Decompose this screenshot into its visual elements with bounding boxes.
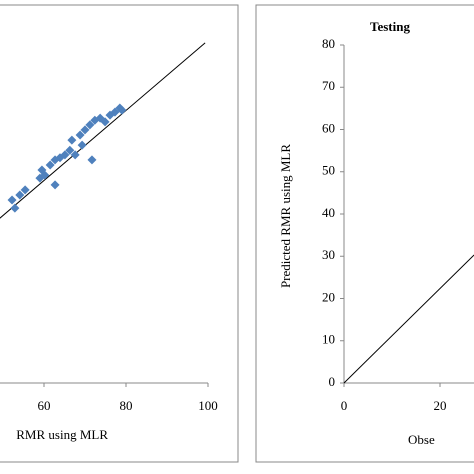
x-tick-label: 20 <box>434 398 447 413</box>
data-point <box>45 160 55 170</box>
line <box>343 254 474 384</box>
x-tick-label: 0 <box>341 398 348 413</box>
left-panel <box>0 4 239 463</box>
y-tick-label: 50 <box>322 163 335 178</box>
data-point <box>117 105 127 115</box>
data-point <box>20 185 30 195</box>
data-point <box>87 155 97 165</box>
y-tick-label: 30 <box>322 247 335 262</box>
y-tick-label: 20 <box>322 289 335 304</box>
chart-title: Testing <box>370 19 410 34</box>
data-point <box>60 150 70 160</box>
data-point <box>40 170 50 180</box>
data-point <box>50 180 60 190</box>
fit-line <box>0 42 206 219</box>
data-point <box>85 120 95 130</box>
data-point <box>7 195 17 205</box>
x-tick-label: 100 <box>198 398 218 413</box>
data-point <box>80 125 90 135</box>
y-tick-label: 40 <box>322 205 335 220</box>
y-axis-label: Predicted RMR using MLR <box>278 144 293 288</box>
x-axis-label: RMR using MLR <box>16 427 108 442</box>
right-panel <box>255 4 474 463</box>
y-tick-label: 80 <box>322 36 335 51</box>
data-point <box>10 203 20 213</box>
data-point <box>70 150 80 160</box>
y-tick-label: 10 <box>322 332 335 347</box>
y-tick-label: 70 <box>322 78 335 93</box>
y-tick-label: 60 <box>322 120 335 135</box>
data-point <box>77 140 87 150</box>
x-tick-label: 80 <box>120 398 133 413</box>
data-point <box>67 135 77 145</box>
data-point <box>75 130 85 140</box>
data-point <box>110 107 120 117</box>
data-point <box>65 145 75 155</box>
y-tick-label: 0 <box>329 374 336 389</box>
data-point <box>100 117 110 127</box>
data-point <box>15 190 25 200</box>
x-tick-label: 60 <box>38 398 51 413</box>
x-axis-label: Obse <box>408 432 435 447</box>
